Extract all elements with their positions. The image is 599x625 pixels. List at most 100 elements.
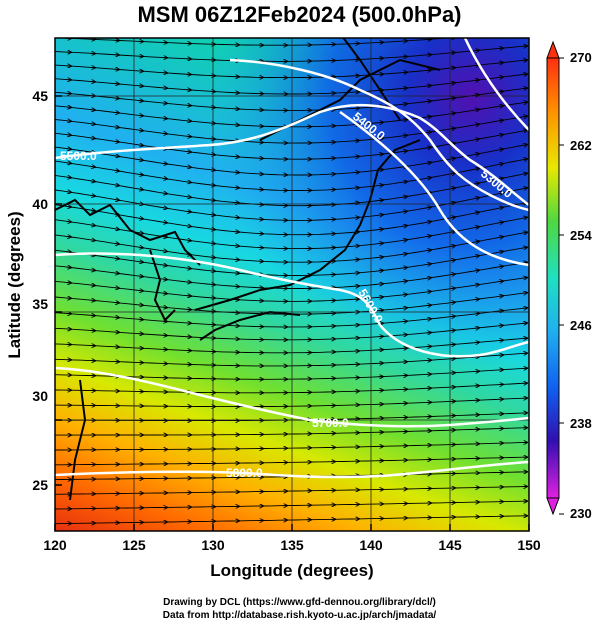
wind-arrow <box>138 247 143 248</box>
wind-arrow <box>474 198 479 199</box>
colorbar-tick-label: 238 <box>570 416 592 431</box>
x-tick-label: 120 <box>43 537 67 553</box>
wind-arrow <box>474 227 479 228</box>
wind-arrow <box>498 237 503 238</box>
wind-arrow <box>162 178 167 179</box>
wind-arrow <box>498 135 503 136</box>
wind-arrow <box>162 133 167 134</box>
wind-arrow <box>426 207 431 208</box>
colorbar-tick-label: 230 <box>570 506 592 521</box>
wind-arrow <box>402 254 407 255</box>
wind-arrow <box>522 217 527 218</box>
wind-arrow <box>498 251 503 252</box>
wind-arrow <box>90 181 95 182</box>
wind-arrow <box>498 120 503 121</box>
wind-arrow <box>66 206 71 207</box>
wind-arrow <box>522 130 527 131</box>
wind-arrow <box>498 178 503 179</box>
x-tick-labels: 120 125 130 135 140 145 150 <box>43 537 541 553</box>
wind-arrow <box>66 236 71 237</box>
wind-arrow <box>114 243 119 244</box>
wind-arrow <box>426 162 431 163</box>
wind-arrow <box>450 302 455 303</box>
wind-arrow <box>450 231 455 232</box>
wind-arrow <box>498 207 503 208</box>
contour-label-5500: 5500.0 <box>60 149 97 163</box>
contour-label-5800: 5800.0 <box>226 466 263 480</box>
wind-arrow <box>474 212 479 213</box>
wind-arrow <box>474 168 479 169</box>
wind-arrow <box>90 166 95 167</box>
x-tick-label: 150 <box>517 537 541 553</box>
wind-arrow <box>186 197 191 198</box>
wind-arrow <box>474 270 479 271</box>
y-tick-label: 30 <box>32 388 48 404</box>
wind-arrow <box>474 256 479 257</box>
wind-arrow <box>114 156 119 157</box>
wind-arrow <box>66 177 71 178</box>
wind-arrow <box>114 199 119 200</box>
wind-arrow <box>138 276 143 277</box>
wind-arrow <box>450 188 455 189</box>
wind-arrow <box>498 164 503 165</box>
credits: Drawing by DCL (https://www.gfd-dennou.o… <box>0 596 599 622</box>
wind-arrow <box>162 251 167 252</box>
wind-arrow <box>138 145 143 146</box>
y-axis-label: Latitude (degrees) <box>5 211 24 358</box>
wind-arrow <box>66 149 71 150</box>
wind-arrow <box>114 170 119 171</box>
x-tick-label: 140 <box>359 537 383 553</box>
wind-arrow <box>522 159 527 160</box>
wind-arrow <box>402 226 407 227</box>
colorbar-tick-label: 270 <box>570 50 592 65</box>
wind-arrow <box>114 258 119 259</box>
wind-arrow <box>90 240 95 241</box>
credits-line-2: Data from http://database.rish.kyoto-u.a… <box>162 610 437 621</box>
wind-arrow <box>474 95 479 96</box>
wind-arrow <box>402 151 407 152</box>
wind-arrow <box>474 299 479 300</box>
wind-arrow <box>426 178 431 179</box>
wind-arrow <box>138 130 143 131</box>
wind-arrow <box>90 210 95 211</box>
wind-arrow <box>474 285 479 286</box>
wind-arrow <box>90 195 95 196</box>
wind-arrow <box>186 167 191 168</box>
wind-arrow <box>498 281 503 282</box>
wind-arrow <box>402 267 407 268</box>
wind-arrow <box>474 154 479 155</box>
wind-arrow <box>450 260 455 261</box>
wind-arrow <box>474 183 479 184</box>
wind-arrow <box>498 91 503 92</box>
wind-arrow <box>138 262 143 263</box>
wind-arrow <box>402 196 407 197</box>
wind-arrow <box>138 233 143 234</box>
wind-arrow <box>114 127 119 128</box>
wind-arrow <box>114 273 119 274</box>
wind-arrow <box>498 296 503 297</box>
wind-arrow <box>498 106 503 107</box>
wind-arrow <box>402 182 407 183</box>
colorbar-tick-label: 246 <box>570 318 592 333</box>
wind-arrow <box>138 218 143 219</box>
wind-arrow <box>522 102 527 103</box>
wind-arrow <box>90 225 95 226</box>
wind-arrow <box>450 274 455 275</box>
wind-arrow <box>426 250 431 251</box>
wind-arrow <box>522 232 527 233</box>
colorbar: 270 262 254 246 238 230 <box>546 40 592 521</box>
figure-title: MSM 06Z12Feb2024 (500.0hPa) <box>137 2 462 27</box>
contour-label-5700: 5700.0 <box>312 416 349 430</box>
wind-arrow <box>498 222 503 223</box>
x-tick-label: 130 <box>201 537 225 553</box>
wind-arrow <box>450 246 455 247</box>
axis-ticks <box>54 95 530 531</box>
wind-arrow <box>378 200 383 201</box>
wind-arrow <box>186 226 191 227</box>
wind-arrow <box>522 173 527 174</box>
colorbar-tick-label: 254 <box>570 228 592 243</box>
credits-line-1: Drawing by DCL (https://www.gfd-dennou.o… <box>163 597 436 608</box>
wind-arrow <box>402 240 407 241</box>
wind-arrow <box>450 288 455 289</box>
wind-arrow <box>522 145 527 146</box>
